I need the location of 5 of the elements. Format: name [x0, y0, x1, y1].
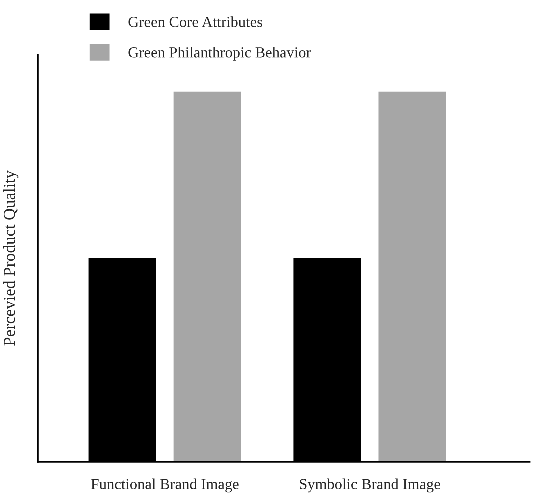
- y-axis-title: Percevied Product Quality: [3, 170, 19, 346]
- x-tick-label: Functional Brand Image: [91, 478, 239, 493]
- legend-label: Green Core Attributes: [128, 16, 262, 28]
- legend-label: Green Philanthropic Behavior: [128, 47, 312, 61]
- x-tick-label: Symbolic Brand Image: [300, 478, 440, 493]
